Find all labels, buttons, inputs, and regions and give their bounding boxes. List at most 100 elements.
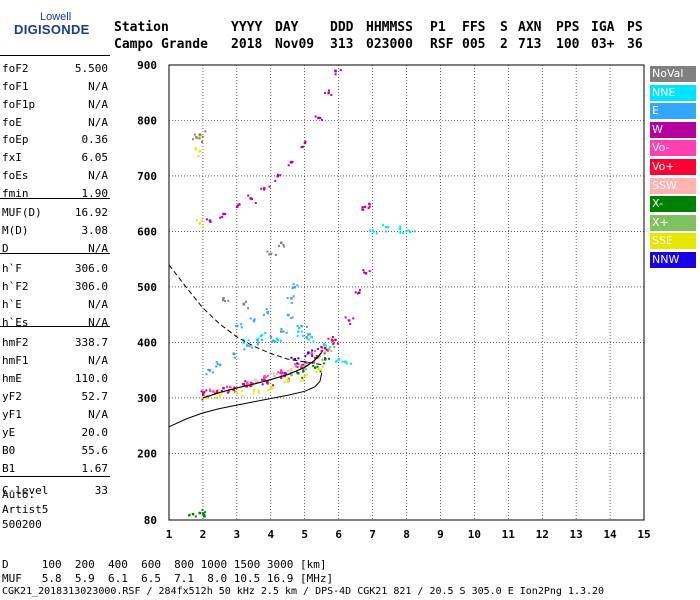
data-point-scatter — [372, 230, 375, 233]
param-label: h`Es — [2, 316, 29, 329]
data-point-scatter — [311, 349, 314, 352]
param-value: N/A — [88, 116, 108, 129]
data-point-scatter — [305, 373, 308, 376]
data-point-scatter — [266, 382, 269, 385]
data-point-scatter — [224, 212, 227, 215]
data-point-scatter — [219, 216, 222, 219]
data-point-scatter — [326, 349, 329, 352]
data-point-scatter — [197, 154, 200, 157]
data-point-scatter — [302, 145, 305, 148]
param-label: B0 — [2, 444, 16, 457]
data-point — [269, 252, 273, 256]
footer-muf-row: MUF 5.8 5.9 6.1 6.5 7.1 8.0 10.5 16.9 [M… — [2, 572, 334, 585]
data-point-scatter — [399, 231, 402, 234]
param-row: M(D) 3.08 — [2, 224, 108, 240]
electron-density-profile — [202, 352, 323, 399]
data-point-scatter — [310, 351, 313, 354]
data-point-scatter — [341, 360, 344, 363]
data-point-scatter — [265, 308, 268, 311]
data-point-scatter — [253, 318, 256, 321]
data-point-scatter — [205, 397, 208, 400]
data-point-scatter — [266, 250, 269, 253]
data-point-scatter — [197, 136, 200, 139]
data-point-scatter — [280, 376, 283, 379]
data-point — [279, 241, 283, 245]
data-point-scatter — [276, 337, 279, 340]
data-point-scatter — [290, 356, 293, 359]
data-point-scatter — [263, 374, 266, 377]
legend-item-vo-: Vo+ — [650, 159, 696, 175]
data-point-scatter — [249, 317, 252, 320]
data-point-scatter — [307, 334, 310, 337]
data-point-scatter — [323, 342, 326, 345]
data-point-scatter — [260, 334, 263, 337]
data-point-scatter — [319, 370, 322, 373]
series-vo- — [208, 350, 317, 393]
y-tick-label: 400 — [137, 336, 157, 349]
data-point-scatter — [298, 327, 301, 330]
param-label: yF1 — [2, 408, 22, 421]
legend-item-x-: X+ — [650, 214, 696, 231]
legend-item-w: W — [650, 121, 696, 138]
data-point-scatter — [309, 333, 312, 336]
data-point-scatter — [307, 338, 310, 341]
legend-item-vo-: Vo- — [650, 140, 696, 157]
logo-digisonde: DIGISONDE — [14, 22, 90, 37]
data-point-scatter — [261, 378, 264, 381]
data-point-scatter — [280, 369, 283, 372]
param-label: M(D) — [2, 224, 29, 237]
data-point-scatter — [279, 371, 282, 374]
data-point-scatter — [358, 288, 361, 291]
data-point-scatter — [211, 371, 214, 374]
data-point-scatter — [198, 137, 201, 140]
data-point-scatter — [305, 361, 308, 364]
series-noval — [192, 130, 286, 310]
data-point-scatter — [290, 316, 293, 319]
header-value-1: 2018 — [231, 37, 263, 52]
footer-distance-row: D 100 200 400 600 800 1000 1500 3000 [km… — [2, 558, 327, 571]
data-point — [300, 366, 303, 369]
data-point — [293, 285, 297, 289]
param-value: 55.6 — [81, 444, 109, 457]
data-point-scatter — [201, 136, 204, 139]
param-label: B1 — [2, 462, 16, 475]
data-point-scatter — [201, 398, 204, 401]
data-point-scatter — [200, 390, 203, 393]
series-x- — [188, 357, 331, 518]
header-value-9: 100 — [556, 37, 580, 52]
legend-item-x-: X- — [650, 196, 696, 213]
data-point — [276, 174, 280, 178]
data-point-scatter — [194, 147, 197, 150]
data-point-scatter — [296, 284, 299, 287]
data-point-scatter — [331, 339, 334, 342]
data-point-scatter — [201, 508, 204, 511]
data-point-scatter — [323, 351, 326, 354]
data-point — [201, 512, 205, 515]
data-point-scatter — [405, 230, 408, 233]
data-point — [303, 364, 307, 368]
data-point-scatter — [220, 390, 223, 393]
data-point-scatter — [268, 253, 271, 256]
param-label: hmE — [2, 372, 22, 385]
data-point — [263, 187, 266, 190]
x-tick-label: 7 — [369, 528, 376, 541]
data-point-scatter — [375, 232, 378, 235]
param-label: C-level — [2, 484, 49, 497]
data-point-scatter — [290, 374, 293, 377]
data-point-scatter — [294, 365, 297, 368]
data-point-scatter — [221, 299, 224, 302]
data-point-scatter — [319, 116, 322, 119]
data-point — [385, 226, 388, 229]
data-point-scatter — [273, 340, 276, 343]
data-point-scatter — [329, 346, 332, 349]
param-value: N/A — [88, 80, 108, 93]
data-point — [334, 338, 337, 342]
param-row: fxI 6.05 — [2, 151, 108, 167]
data-point-scatter — [241, 382, 244, 385]
param-label: foEs — [2, 169, 29, 182]
data-point — [198, 222, 202, 225]
param-value: 16.92 — [74, 206, 108, 219]
data-point-scatter — [367, 207, 370, 210]
data-point-scatter — [204, 130, 207, 133]
data-point-scatter — [292, 295, 295, 298]
